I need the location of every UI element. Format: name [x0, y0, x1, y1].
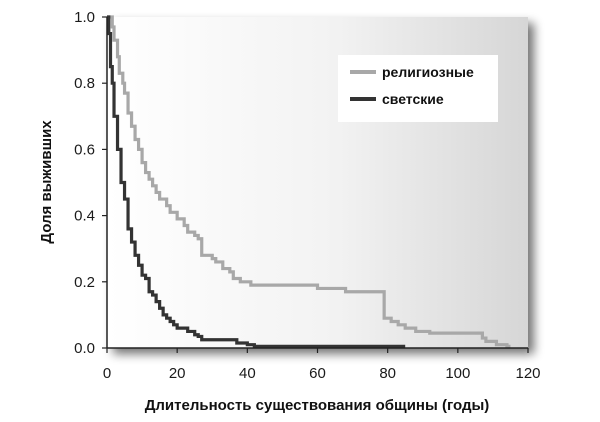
y-tick-label: 0.0	[74, 340, 95, 357]
x-tick-label: 60	[309, 365, 326, 382]
x-tick-label: 0	[103, 365, 111, 382]
y-tick-label: 1.0	[74, 9, 95, 26]
x-tick-label: 20	[169, 365, 186, 382]
x-axis-title: Длительность существования общины (годы)	[145, 397, 490, 414]
y-tick-label: 0.2	[74, 274, 95, 291]
x-tick-label: 120	[515, 365, 540, 382]
series-layer	[107, 15, 511, 348]
y-tick-label: 0.4	[74, 208, 95, 225]
y-tick-label: 0.8	[74, 75, 95, 92]
legend-label-religious: религиозные	[382, 64, 474, 80]
ticks-layer: 0 20 40 60 80 100 120 0.0 0.2 0.4 0.6 0.8 1.0	[74, 9, 540, 382]
y-tick-label: 0.6	[74, 141, 95, 158]
y-axis-title: Доля выживших	[38, 120, 55, 244]
legend-label-secular: светские	[382, 91, 444, 107]
x-tick-label: 100	[445, 365, 470, 382]
series-line-religious	[107, 15, 511, 348]
x-tick-label: 40	[239, 365, 256, 382]
x-tick-label: 80	[379, 365, 396, 382]
series-line-secular	[107, 15, 406, 348]
legend-box	[338, 55, 498, 122]
